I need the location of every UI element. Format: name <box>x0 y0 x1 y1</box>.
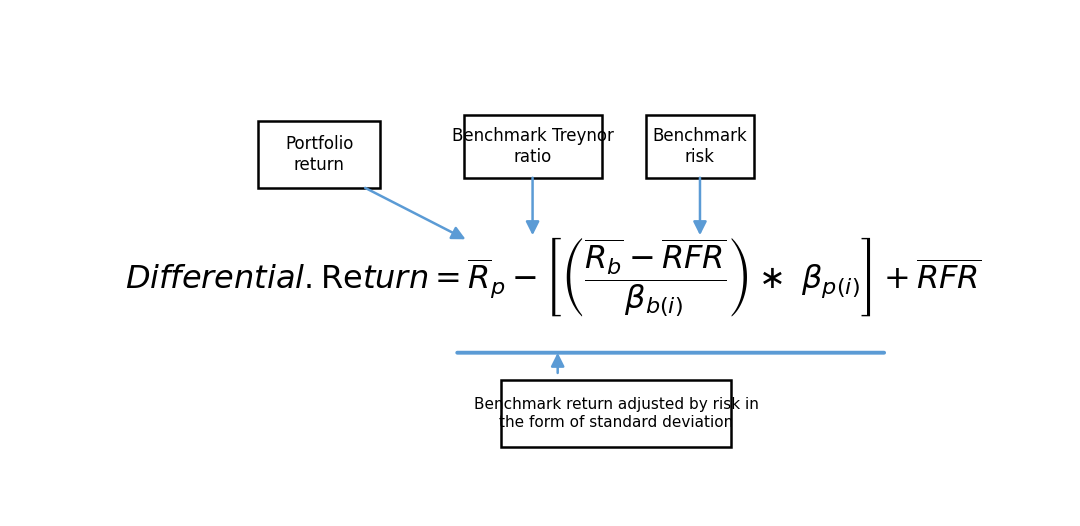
FancyBboxPatch shape <box>463 115 602 178</box>
FancyBboxPatch shape <box>258 121 380 188</box>
FancyBboxPatch shape <box>646 115 755 178</box>
Text: Benchmark return adjusted by risk in
the form of standard deviation: Benchmark return adjusted by risk in the… <box>474 397 759 430</box>
Text: $\mathit{Differential.}\mathrm{Re}\mathit{turn}= \overline{R}_p - \left[\left(\d: $\mathit{Differential.}\mathrm{Re}\mathi… <box>125 236 982 319</box>
Text: Portfolio
return: Portfolio return <box>285 135 353 174</box>
Text: Benchmark
risk: Benchmark risk <box>652 127 747 166</box>
FancyBboxPatch shape <box>501 380 731 447</box>
Text: Benchmark Treynor
ratio: Benchmark Treynor ratio <box>451 127 613 166</box>
